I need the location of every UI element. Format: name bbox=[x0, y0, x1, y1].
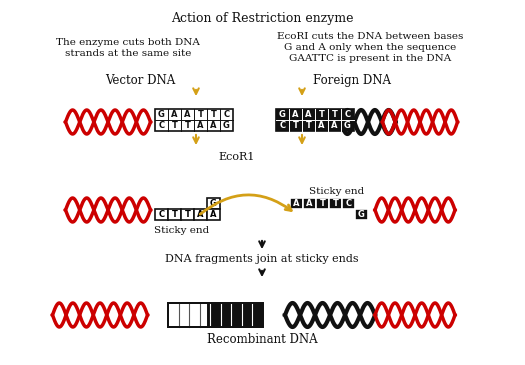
Text: T: T bbox=[211, 110, 216, 119]
Text: DNA fragments join at sticky ends: DNA fragments join at sticky ends bbox=[165, 254, 359, 264]
Text: G: G bbox=[358, 210, 365, 219]
Text: G and A only when the sequence: G and A only when the sequence bbox=[284, 43, 456, 52]
Text: A: A bbox=[210, 210, 217, 219]
Text: Sticky end: Sticky end bbox=[309, 187, 365, 196]
Text: A: A bbox=[292, 110, 299, 119]
Text: strands at the same site: strands at the same site bbox=[65, 49, 191, 58]
Text: G: G bbox=[279, 110, 286, 119]
Bar bbox=[207, 209, 220, 220]
Text: The enzyme cuts both DNA: The enzyme cuts both DNA bbox=[56, 38, 200, 47]
Bar bbox=[207, 198, 220, 209]
Bar bbox=[355, 209, 368, 220]
Text: Recombinant DNA: Recombinant DNA bbox=[207, 333, 317, 346]
Text: A: A bbox=[306, 199, 313, 208]
Text: Action of Restriction enzyme: Action of Restriction enzyme bbox=[171, 12, 353, 25]
Bar bbox=[290, 198, 303, 209]
Text: C: C bbox=[159, 210, 164, 219]
Text: C: C bbox=[224, 110, 229, 119]
Text: G: G bbox=[344, 121, 351, 130]
Text: C: C bbox=[279, 121, 286, 130]
Bar bbox=[155, 109, 233, 131]
Text: T: T bbox=[320, 199, 325, 208]
Bar bbox=[303, 198, 316, 209]
Text: T: T bbox=[332, 199, 339, 208]
Text: G: G bbox=[210, 199, 217, 208]
Text: EcoRI cuts the DNA between bases: EcoRI cuts the DNA between bases bbox=[277, 32, 463, 41]
Text: C: C bbox=[159, 121, 164, 130]
Text: A: A bbox=[184, 110, 191, 119]
Text: G: G bbox=[223, 121, 230, 130]
Text: G: G bbox=[158, 110, 165, 119]
Text: A: A bbox=[331, 121, 338, 130]
Text: EcoR1: EcoR1 bbox=[218, 152, 255, 162]
Text: A: A bbox=[210, 121, 217, 130]
Bar bbox=[181, 209, 194, 220]
Text: T: T bbox=[197, 110, 204, 119]
Bar bbox=[168, 303, 263, 327]
Bar bbox=[155, 209, 168, 220]
Bar bbox=[342, 198, 355, 209]
Text: A: A bbox=[293, 199, 300, 208]
Bar bbox=[329, 198, 342, 209]
Text: Sticky end: Sticky end bbox=[154, 226, 209, 235]
Text: GAATTC is present in the DNA: GAATTC is present in the DNA bbox=[289, 54, 451, 63]
Text: T: T bbox=[332, 110, 338, 119]
Text: A: A bbox=[197, 210, 204, 219]
Text: T: T bbox=[172, 210, 177, 219]
Text: T: T bbox=[306, 121, 311, 130]
Text: A: A bbox=[305, 110, 312, 119]
Text: T: T bbox=[292, 121, 298, 130]
Text: Vector DNA: Vector DNA bbox=[105, 74, 175, 87]
Bar bbox=[194, 209, 207, 220]
Text: A: A bbox=[318, 121, 325, 130]
Text: A: A bbox=[171, 110, 178, 119]
Bar bbox=[316, 198, 329, 209]
Text: A: A bbox=[197, 121, 204, 130]
Bar bbox=[168, 303, 208, 327]
Bar bbox=[276, 109, 354, 131]
Text: T: T bbox=[185, 121, 191, 130]
Bar bbox=[168, 209, 181, 220]
Text: C: C bbox=[345, 199, 352, 208]
Text: T: T bbox=[185, 210, 191, 219]
Text: T: T bbox=[319, 110, 324, 119]
Text: C: C bbox=[344, 110, 351, 119]
Text: Foreign DNA: Foreign DNA bbox=[313, 74, 391, 87]
Text: T: T bbox=[172, 121, 177, 130]
Bar bbox=[208, 303, 263, 327]
